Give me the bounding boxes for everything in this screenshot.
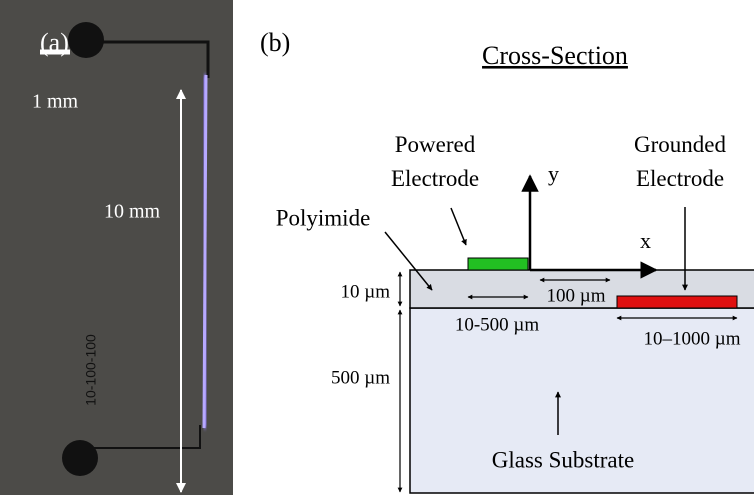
panel-label: (b) — [260, 28, 290, 57]
device-id: 10-100-100 — [83, 334, 99, 406]
photo: (a) 1 mm 10 mm 10-100-100 — [0, 0, 233, 495]
figure: (a) 1 mm 10 mm 10-100-100 (b) Cross-Sect… — [0, 0, 754, 495]
title: Cross-Section — [482, 41, 628, 70]
panel-label: (a) — [40, 28, 69, 57]
axis-label: y — [548, 161, 559, 186]
length-label: 10 mm — [104, 201, 161, 223]
dimension-label: 100 µm — [547, 285, 606, 306]
dimension-label: 500 µm — [331, 367, 390, 388]
dimension-label: 10–1000 µm — [644, 328, 741, 349]
axis-label: x — [640, 228, 651, 253]
scale-label: 1 mm — [32, 91, 79, 113]
dimension-label: 10-500 µm — [455, 314, 540, 335]
polyimide-label: Polyimide — [276, 205, 371, 230]
glass-label: Glass Substrate — [492, 447, 634, 472]
dimension-label: 10 µm — [341, 281, 391, 302]
